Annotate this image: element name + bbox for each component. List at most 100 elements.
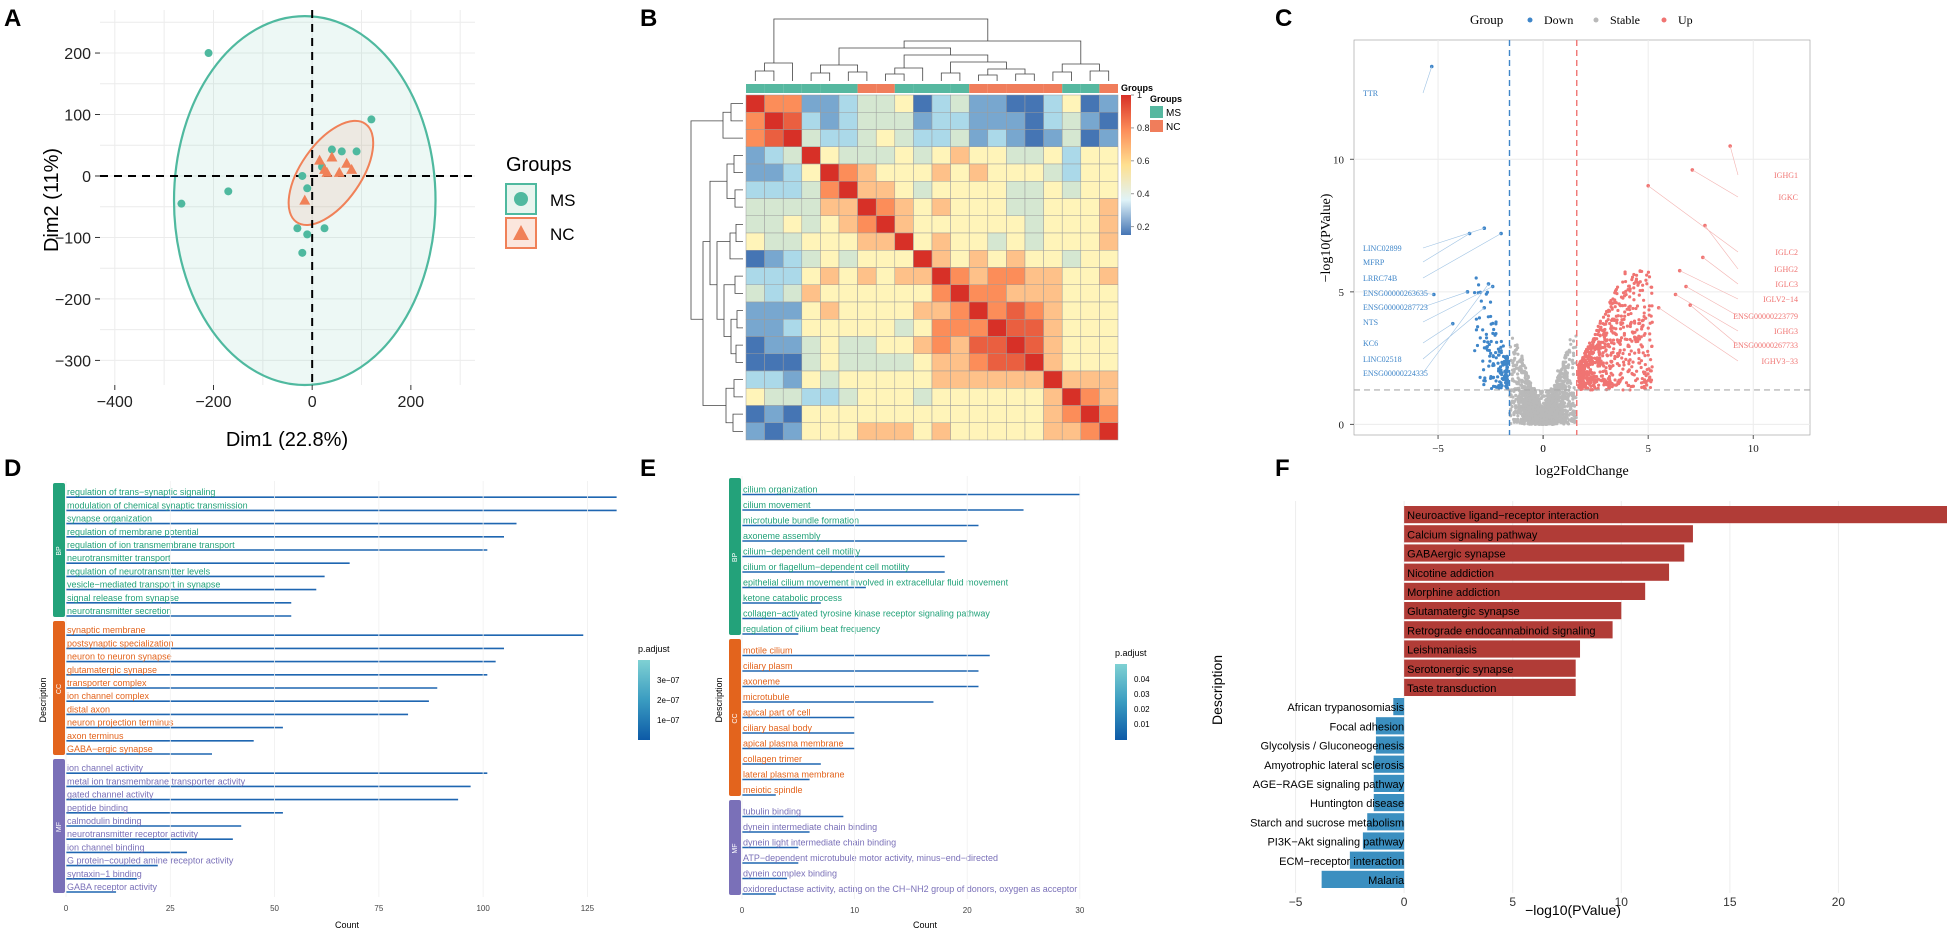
volcano-label-connector-up (1658, 307, 1739, 362)
heatmap-cell (931, 181, 951, 199)
heatmap-cell (801, 336, 821, 354)
heatmap-cell (1043, 422, 1063, 441)
heatmap-cells (745, 94, 1119, 441)
dendrogram-link (732, 413, 743, 432)
go-e-term-microtubule-bundle-formation: microtubule bundle formation (743, 516, 859, 526)
go-d-term-gated-channel-activity: gated channel activity (67, 790, 154, 800)
volcano-point-up (1597, 383, 1601, 387)
volcano-point-down (1494, 356, 1498, 360)
volcano-point-up (1591, 345, 1595, 350)
heatmap-cell (1024, 250, 1044, 268)
heatmap-cell (894, 319, 914, 337)
volcano-gene-label-mfrp: MFRP (1363, 258, 1385, 267)
dendrogram-link (702, 241, 726, 406)
heatmap-cell (1043, 215, 1063, 234)
go-d-term-g-protein-coupled-amine-receptor-activity: G protein−coupled amine receptor activit… (67, 856, 234, 866)
heatmap-cell (1061, 181, 1082, 199)
volcano-gene-label-ensg00000263635: ENSG00000263635 (1363, 289, 1428, 298)
heatmap-cell (1099, 422, 1119, 441)
volcano-point-down (1484, 332, 1489, 336)
volcano-point-up (1604, 366, 1608, 370)
heatmap-cell (931, 232, 951, 251)
go-d-term-vesicle-mediated-transport-in-synapse: vesicle−mediated transport in synapse (67, 580, 220, 590)
volcano-point-stable (1552, 414, 1556, 418)
heatmap-cell (838, 353, 858, 372)
volcano-point-down (1505, 383, 1509, 387)
pca-y-tick-label: −100 (55, 230, 91, 247)
dendrogram-link (730, 103, 743, 122)
dendrogram-link (950, 61, 1007, 73)
volcano-point-stable (1516, 414, 1520, 418)
heatmap-annotation-cell (950, 84, 970, 93)
dendrogram-link (1052, 71, 1072, 81)
heatmap-cell (1099, 198, 1119, 216)
pca-legend-title: Groups (506, 154, 572, 176)
heatmap-cell (764, 198, 784, 216)
dendrogram-link (729, 232, 743, 260)
heatmap-cell (1024, 319, 1044, 337)
volcano-point-up (1646, 326, 1650, 330)
volcano-point-up (1602, 380, 1607, 385)
volcano-point-stable (1550, 405, 1554, 409)
heatmap-cell (745, 250, 765, 268)
heatmap-scale-tick-label: 0.2 (1137, 222, 1150, 232)
volcano-point-down (1488, 354, 1492, 358)
heatmap-cell (931, 198, 951, 216)
heatmap-cell (801, 112, 821, 130)
heatmap-cell (801, 198, 821, 216)
pca-point-ms (224, 187, 233, 196)
volcano-point-up (1633, 321, 1637, 325)
volcano-point-up (1624, 381, 1629, 385)
volcano-point-stable (1534, 393, 1538, 397)
heatmap-cell (1024, 94, 1044, 113)
volcano-point-stable (1517, 401, 1521, 406)
dendrogram-link (754, 70, 775, 81)
volcano-point-down (1498, 368, 1502, 372)
kegg-bar-malaria (1321, 870, 1405, 888)
heatmap-cell (1080, 250, 1100, 268)
volcano-point-up (1625, 337, 1629, 342)
volcano-point-stable (1553, 403, 1557, 408)
volcano-point-down (1491, 355, 1495, 359)
volcano-point-stable (1556, 407, 1560, 412)
go-e-x-tick-label: 30 (1075, 906, 1084, 915)
go-e-y-label: Description (714, 677, 724, 722)
volcano-point-stable (1559, 407, 1563, 411)
heatmap-cell (875, 353, 896, 372)
volcano-point-down (1504, 358, 1509, 362)
volcano-point-up (1638, 288, 1642, 293)
volcano-point-down (1489, 339, 1493, 344)
volcano-point-up (1615, 351, 1620, 356)
kegg-term-gabaergic-synapse: GABAergic synapse (1407, 549, 1505, 561)
volcano-y-tick-label: 5 (1339, 287, 1345, 299)
heatmap-cell (913, 94, 933, 113)
pca-point-nc (314, 154, 326, 165)
heatmap-cell (801, 215, 821, 234)
heatmap-cell (1099, 388, 1119, 406)
heatmap-cell (987, 181, 1007, 199)
heatmap-cell (838, 319, 858, 337)
volcano-x-tick-label: 5 (1645, 443, 1651, 455)
volcano-point-up (1650, 291, 1654, 295)
heatmap-cell (838, 250, 858, 268)
heatmap-cell (1024, 422, 1044, 441)
heatmap-cell (1080, 422, 1100, 441)
volcano-point-up (1611, 297, 1615, 301)
dendrogram-link (723, 284, 735, 337)
go-e-legend: p.adjust 0.04 0.03 0.02 0.01 (1115, 648, 1150, 740)
heatmap-cell (913, 215, 933, 234)
dendrogram-link (733, 379, 743, 398)
heatmap-cell (950, 336, 970, 354)
volcano-point-up (1590, 343, 1594, 347)
volcano-point-stable (1563, 370, 1567, 374)
volcano-point-up (1647, 275, 1652, 279)
heatmap-cell (1061, 94, 1082, 113)
heatmap-cell (764, 112, 784, 130)
heatmap-cell (894, 388, 914, 406)
volcano-point-down (1483, 379, 1487, 383)
heatmap-cell (838, 301, 858, 320)
volcano-point-down (1497, 353, 1501, 357)
heatmap-cell (820, 232, 840, 251)
volcano-point-stable (1547, 402, 1551, 406)
heatmap-cell (1099, 301, 1119, 320)
